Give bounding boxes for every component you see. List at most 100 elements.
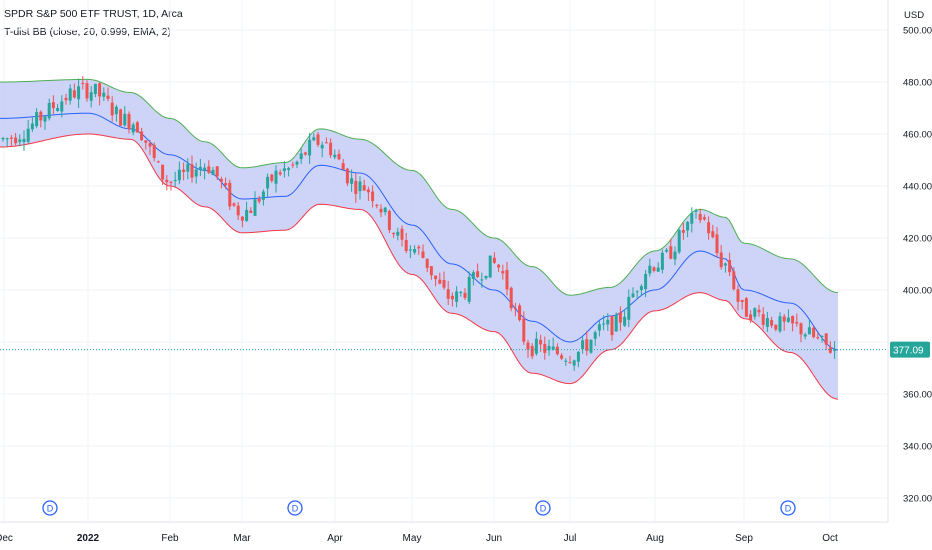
candle — [581, 336, 585, 354]
candle-body — [240, 216, 244, 221]
candle — [618, 306, 622, 331]
price-tick: 400.00 — [903, 286, 932, 297]
candle-body — [392, 233, 396, 235]
candle — [753, 307, 757, 320]
dividend-marker[interactable]: D — [780, 500, 796, 516]
candle — [60, 95, 64, 118]
candle-body — [799, 323, 803, 335]
dividend-marker[interactable]: D — [535, 500, 551, 516]
candle-body — [736, 289, 740, 302]
price-tick: 500.00 — [903, 26, 932, 37]
time-label: Jun — [486, 533, 502, 544]
candle — [240, 216, 244, 228]
price-tick: 420.00 — [903, 234, 932, 245]
dividend-marker[interactable]: D — [42, 500, 58, 516]
candle — [749, 310, 753, 323]
time-label: Dec — [0, 533, 13, 544]
candle — [47, 98, 51, 121]
candle — [30, 117, 34, 132]
candle — [614, 312, 618, 332]
candle — [274, 165, 278, 193]
candle-body — [85, 83, 89, 99]
candle-body — [732, 271, 736, 290]
candle-body — [215, 166, 219, 177]
candle — [77, 78, 81, 109]
candle — [127, 111, 131, 134]
candle-body — [602, 323, 606, 325]
candle-body — [744, 298, 748, 317]
candle-body — [719, 252, 723, 268]
candle — [131, 122, 135, 136]
time-label: Mar — [233, 533, 251, 544]
dividend-label: D — [47, 504, 54, 514]
candle-body — [287, 168, 291, 170]
candle — [194, 162, 198, 184]
price-tick: 460.00 — [903, 130, 932, 141]
candle-body — [631, 293, 635, 298]
lower-band-line — [0, 133, 839, 400]
candle-body — [140, 131, 144, 141]
candle — [102, 87, 106, 101]
candle-body — [665, 249, 669, 252]
candle — [224, 177, 228, 189]
candle — [425, 258, 429, 273]
candle — [253, 191, 257, 217]
candle — [681, 222, 685, 240]
candle-body — [568, 362, 572, 364]
candle-body — [26, 128, 30, 142]
time-label: Jul — [564, 533, 577, 544]
candle-body — [266, 176, 270, 189]
candle-body — [833, 349, 837, 351]
candle — [786, 309, 790, 323]
candle-body — [236, 205, 240, 216]
candle-body — [442, 280, 446, 288]
candle — [585, 330, 589, 356]
candle-body — [383, 207, 387, 213]
candle-body — [379, 208, 383, 213]
candle — [43, 115, 47, 130]
candle-body — [18, 139, 22, 142]
candle — [572, 359, 576, 371]
dividend-circle — [287, 500, 303, 516]
candle — [816, 332, 820, 340]
candle-body — [795, 322, 799, 324]
candle-body — [786, 317, 790, 322]
candle — [245, 201, 249, 222]
candle — [261, 189, 265, 206]
candle — [589, 339, 593, 354]
candle-body — [492, 257, 496, 263]
candle-body — [312, 137, 316, 141]
candle-body — [211, 169, 215, 176]
candle-body — [337, 154, 341, 160]
candle — [81, 76, 85, 90]
candle-body — [278, 172, 282, 175]
candle-body — [51, 102, 55, 109]
candle — [232, 202, 236, 208]
candle — [492, 252, 496, 264]
candle-body — [81, 82, 85, 84]
candle — [505, 261, 509, 296]
candle-body — [198, 166, 202, 170]
dividend-marker[interactable]: D — [287, 500, 303, 516]
candle-body — [530, 345, 534, 357]
candle-body — [660, 252, 664, 270]
candle — [509, 286, 513, 312]
candle — [660, 249, 664, 274]
candle-body — [429, 266, 433, 276]
candle-body — [329, 142, 333, 156]
candle-body — [484, 275, 488, 279]
candle-body — [505, 269, 509, 290]
candle-body — [156, 161, 160, 163]
time-label: Feb — [161, 533, 179, 544]
indicator-legend[interactable]: T-dist BB (close, 20, 0.999, EMA, 2) — [4, 26, 171, 38]
candle — [635, 290, 639, 300]
candle — [22, 130, 26, 151]
candle — [396, 227, 400, 241]
candle-body — [425, 258, 429, 268]
candle-body — [89, 92, 93, 101]
candle-body — [791, 315, 795, 324]
candle — [526, 339, 530, 358]
candle-body — [345, 168, 349, 184]
candle — [98, 82, 102, 106]
